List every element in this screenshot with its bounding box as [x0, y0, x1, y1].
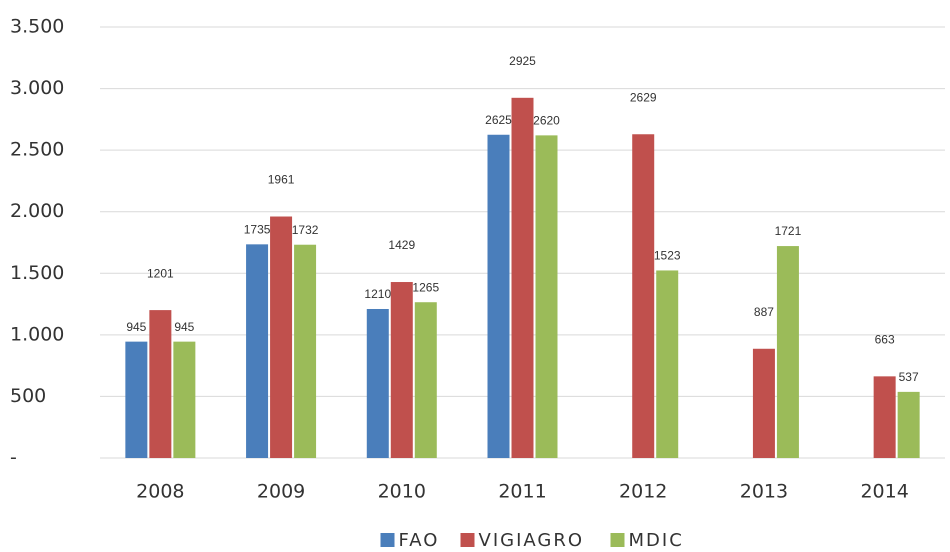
bar — [173, 341, 196, 458]
data-label: 945 — [174, 320, 194, 334]
data-label: 945 — [126, 320, 146, 334]
data-label: 1265 — [412, 280, 439, 294]
bar — [752, 348, 775, 458]
x-tick-label: 2008 — [136, 481, 184, 503]
x-tick-label: 2013 — [740, 481, 788, 503]
x-tick-label: 2009 — [257, 481, 305, 503]
bar — [776, 246, 799, 458]
data-label: 2925 — [509, 54, 536, 68]
bar — [246, 244, 269, 458]
data-label: 1523 — [654, 249, 681, 263]
bar — [149, 310, 172, 458]
y-tick-label: 3.500 — [10, 16, 64, 38]
data-label: 1735 — [244, 223, 271, 237]
bar — [487, 134, 510, 458]
y-tick-label: 2.000 — [10, 200, 64, 222]
data-label: 1961 — [268, 173, 295, 187]
data-label: 887 — [754, 305, 774, 319]
legend-swatch — [610, 533, 625, 547]
legend-label: MDIC — [629, 530, 684, 551]
x-tick-label: 2014 — [860, 481, 908, 503]
y-tick-label: 500 — [10, 385, 46, 407]
y-tick-label: 2.500 — [10, 139, 64, 161]
data-label: 2629 — [630, 90, 657, 104]
bar — [511, 97, 534, 459]
bar — [366, 308, 389, 458]
bar — [873, 376, 896, 458]
x-tick-label: 2010 — [378, 481, 426, 503]
bar — [632, 134, 655, 458]
data-label: 1721 — [775, 224, 802, 238]
data-label: 1429 — [388, 238, 415, 252]
bar — [535, 135, 558, 458]
bar — [294, 244, 317, 458]
data-label: 663 — [875, 333, 895, 347]
legend-swatch — [380, 533, 395, 547]
data-label: 1201 — [147, 266, 174, 280]
x-tick-label: 2012 — [619, 481, 667, 503]
legend-label: VIGIAGRO — [479, 530, 585, 551]
x-tick-label: 2011 — [498, 481, 546, 503]
bar — [125, 341, 148, 458]
data-label: 1210 — [364, 287, 391, 301]
bar — [270, 216, 293, 458]
data-label: 2620 — [533, 114, 560, 128]
legend-swatch — [460, 533, 475, 547]
legend-label: FAO — [399, 530, 440, 551]
data-label: 1732 — [292, 223, 319, 237]
data-label: 537 — [899, 370, 919, 384]
bar — [897, 391, 920, 458]
bar — [390, 282, 413, 458]
y-tick-label: 3.000 — [10, 77, 64, 99]
data-label: 2625 — [485, 113, 512, 127]
bar — [656, 270, 679, 458]
y-tick-label: 1.000 — [10, 323, 64, 345]
bar — [414, 302, 437, 458]
y-tick-label: - — [10, 447, 17, 469]
y-tick-label: 1.500 — [10, 262, 64, 284]
